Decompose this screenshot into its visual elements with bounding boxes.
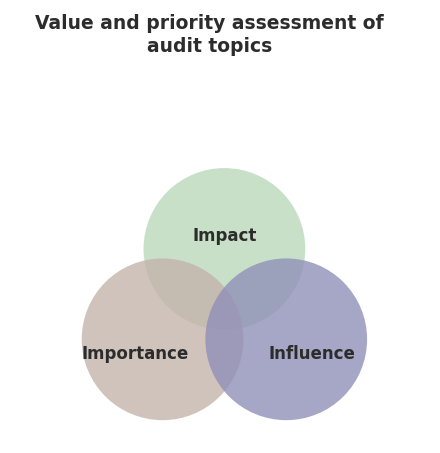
Circle shape <box>204 257 369 422</box>
Circle shape <box>80 257 245 422</box>
Text: Influence: Influence <box>268 345 355 362</box>
Text: Importance: Importance <box>82 345 189 362</box>
Circle shape <box>205 258 367 420</box>
Circle shape <box>143 168 305 330</box>
Circle shape <box>142 167 307 332</box>
Text: Impact: Impact <box>192 227 257 245</box>
Text: Value and priority assessment of
audit topics: Value and priority assessment of audit t… <box>35 14 384 56</box>
Circle shape <box>82 258 243 420</box>
